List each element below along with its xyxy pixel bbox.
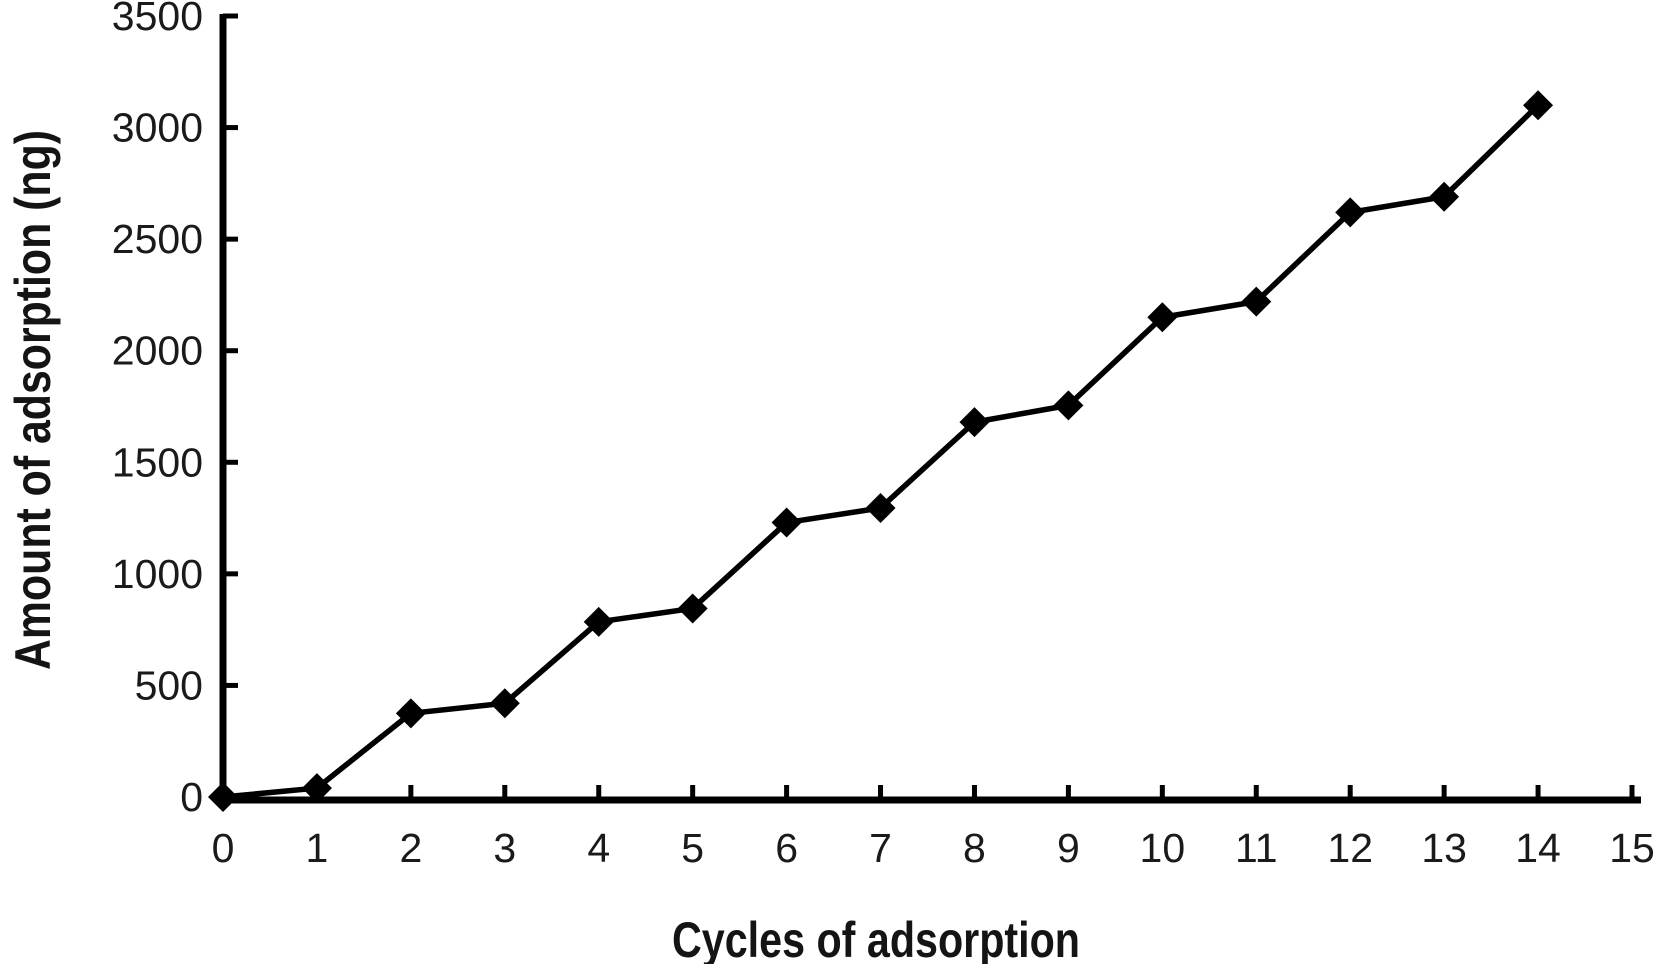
y-tick-label: 2500 [112,216,203,262]
x-tick-label: 6 [775,825,798,871]
x-tick-label: 10 [1140,825,1186,871]
y-tick-label: 500 [135,662,203,708]
x-tick-label: 1 [306,825,329,871]
x-tick-label: 11 [1235,825,1278,871]
x-tick-label: 8 [963,825,986,871]
data-point-marker [1335,197,1366,228]
data-point-marker [959,407,990,438]
data-point-marker [583,606,614,637]
data-point-marker [1241,286,1272,317]
data-point-marker [208,782,238,812]
x-tick-label: 4 [587,825,610,871]
x-tick-label: 13 [1421,825,1467,871]
x-tick-label: 2 [399,825,422,871]
data-point-marker [1523,90,1554,121]
y-tick-label: 0 [180,774,203,820]
x-tick-label: 15 [1609,825,1654,871]
x-tick-label: 3 [493,825,516,871]
data-point-marker [771,507,802,538]
data-point-marker [677,593,708,624]
data-point-marker [865,493,896,524]
y-tick-label: 2000 [112,328,203,374]
x-tick-label: 14 [1515,825,1561,871]
data-series [208,90,1554,812]
data-point-marker [395,698,426,729]
x-tick-label: 5 [681,825,704,871]
data-point-marker [1429,181,1460,212]
data-point-marker [1053,390,1084,421]
x-tick-label: 9 [1057,825,1080,871]
y-tick-label: 3000 [112,105,203,151]
y-tick-label: 3500 [112,0,203,39]
y-axis-title: Amount of adsorption (ng) [5,130,61,670]
x-tick-label: 0 [212,825,235,871]
y-tick-label: 1500 [112,439,203,485]
data-point-marker [301,773,332,804]
data-point-marker [489,688,520,719]
y-tick-label: 1000 [112,551,203,597]
x-tick-label: 7 [869,825,892,871]
data-point-marker [1147,302,1178,333]
x-tick-label: 12 [1327,825,1373,871]
x-axis-title: Cycles of adsorption [672,912,1080,964]
